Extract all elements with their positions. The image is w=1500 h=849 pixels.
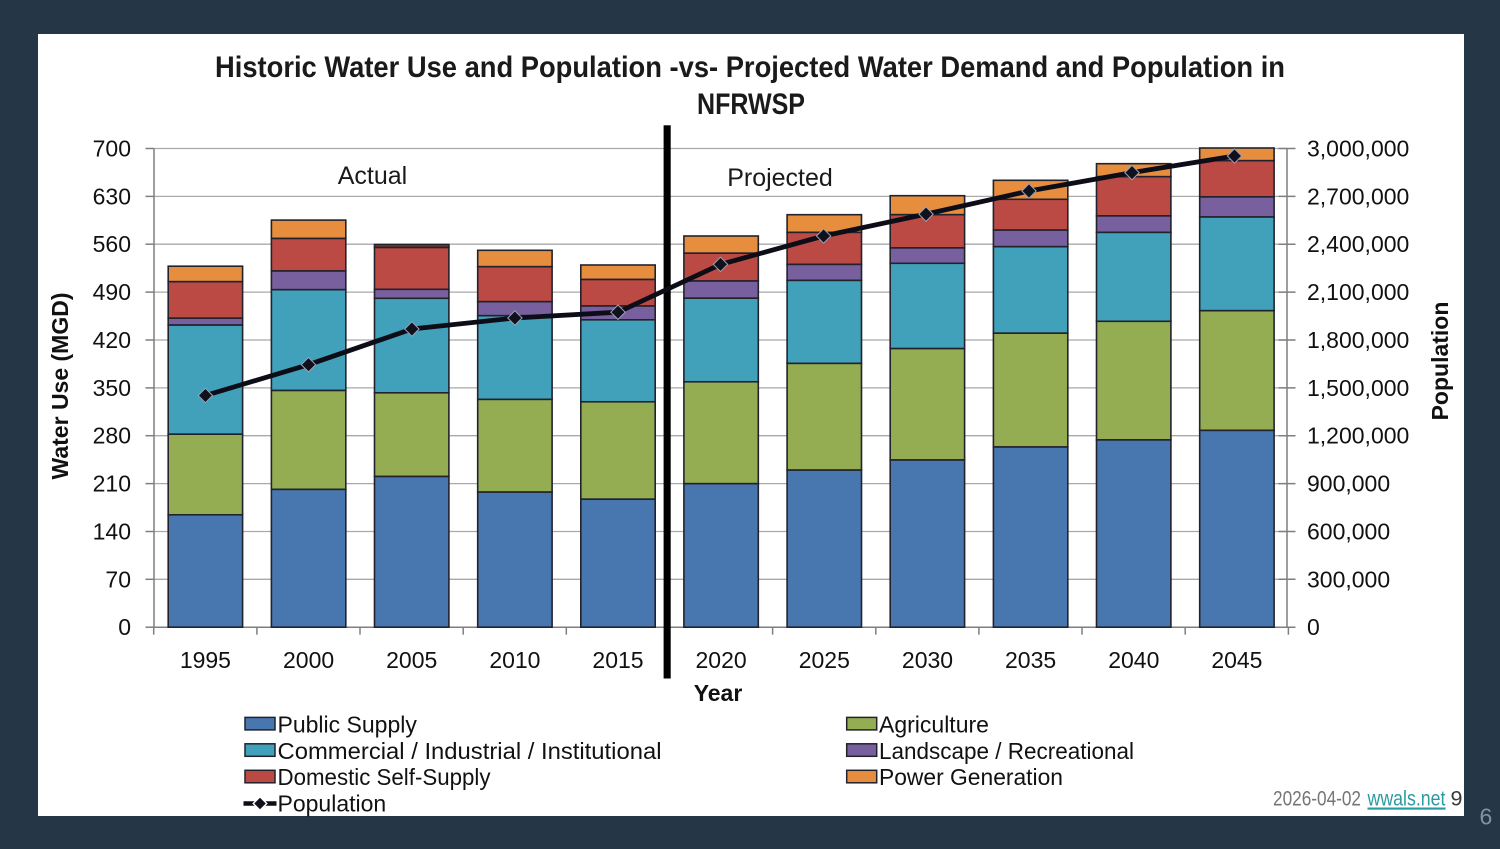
svg-text:3,000,000: 3,000,000 bbox=[1307, 136, 1409, 162]
svg-text:Population: Population bbox=[1427, 302, 1453, 421]
svg-text:wwals.net: wwals.net bbox=[1367, 787, 1446, 811]
svg-text:Agriculture: Agriculture bbox=[879, 712, 989, 738]
svg-text:9: 9 bbox=[1451, 787, 1463, 811]
svg-text:560: 560 bbox=[93, 231, 131, 257]
svg-text:Power Generation: Power Generation bbox=[879, 764, 1063, 790]
svg-text:2015: 2015 bbox=[592, 647, 643, 673]
svg-text:1,200,000: 1,200,000 bbox=[1307, 423, 1409, 449]
svg-text:2,100,000: 2,100,000 bbox=[1307, 279, 1409, 305]
svg-text:2010: 2010 bbox=[489, 647, 540, 673]
svg-text:Population: Population bbox=[278, 791, 387, 817]
svg-text:6: 6 bbox=[1480, 804, 1493, 830]
svg-text:Domestic Self-Supply: Domestic Self-Supply bbox=[278, 764, 491, 790]
svg-text:Year: Year bbox=[694, 680, 743, 706]
svg-text:0: 0 bbox=[1307, 614, 1320, 640]
svg-text:2,400,000: 2,400,000 bbox=[1307, 231, 1409, 257]
svg-text:700: 700 bbox=[93, 136, 131, 162]
svg-text:Water Use (MGD): Water Use (MGD) bbox=[47, 293, 73, 480]
svg-text:420: 420 bbox=[93, 327, 131, 353]
svg-text:300,000: 300,000 bbox=[1307, 566, 1390, 592]
svg-text:70: 70 bbox=[105, 566, 131, 592]
svg-text:NFRWSP: NFRWSP bbox=[697, 88, 805, 121]
svg-text:Historic Water Use and Populat: Historic Water Use and Population -vs- P… bbox=[215, 51, 1285, 84]
svg-text:Landscape / Recreational: Landscape / Recreational bbox=[879, 738, 1134, 764]
svg-text:0: 0 bbox=[118, 614, 131, 640]
svg-text:1995: 1995 bbox=[180, 647, 231, 673]
svg-text:350: 350 bbox=[93, 375, 131, 401]
svg-text:1,500,000: 1,500,000 bbox=[1307, 375, 1409, 401]
svg-text:600,000: 600,000 bbox=[1307, 519, 1390, 545]
svg-text:2045: 2045 bbox=[1211, 647, 1262, 673]
svg-text:2040: 2040 bbox=[1108, 647, 1159, 673]
svg-text:630: 630 bbox=[93, 183, 131, 209]
svg-text:2030: 2030 bbox=[902, 647, 953, 673]
svg-text:280: 280 bbox=[93, 423, 131, 449]
svg-text:140: 140 bbox=[93, 519, 131, 545]
svg-text:2000: 2000 bbox=[283, 647, 334, 673]
svg-text:2025: 2025 bbox=[799, 647, 850, 673]
svg-text:2035: 2035 bbox=[1005, 647, 1056, 673]
svg-text:210: 210 bbox=[93, 471, 131, 497]
svg-text:Projected: Projected bbox=[727, 164, 833, 192]
svg-text:Commercial / Industrial / Inst: Commercial / Industrial / Institutional bbox=[278, 738, 662, 764]
svg-text:1,800,000: 1,800,000 bbox=[1307, 327, 1409, 353]
svg-text:Actual: Actual bbox=[338, 162, 407, 190]
svg-text:2026-04-02: 2026-04-02 bbox=[1273, 787, 1361, 811]
svg-text:Public Supply: Public Supply bbox=[278, 712, 418, 738]
svg-text:2005: 2005 bbox=[386, 647, 437, 673]
svg-text:2020: 2020 bbox=[696, 647, 747, 673]
svg-text:900,000: 900,000 bbox=[1307, 471, 1390, 497]
svg-text:2,700,000: 2,700,000 bbox=[1307, 183, 1409, 209]
svg-text:490: 490 bbox=[93, 279, 131, 305]
